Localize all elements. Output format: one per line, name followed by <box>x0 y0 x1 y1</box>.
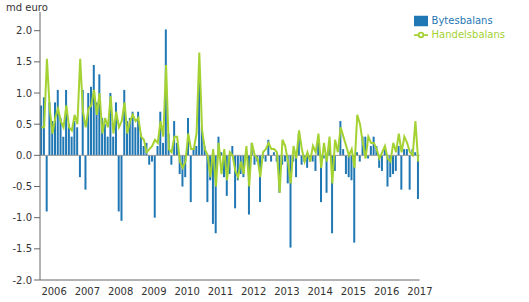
svg-text:2008: 2008 <box>108 286 133 297</box>
svg-text:2016: 2016 <box>374 286 399 297</box>
svg-text:0.5: 0.5 <box>16 119 32 130</box>
svg-text:2017: 2017 <box>407 286 432 297</box>
svg-text:2007: 2007 <box>75 286 100 297</box>
svg-text:2.0: 2.0 <box>16 25 32 36</box>
svg-text:2010: 2010 <box>174 286 199 297</box>
svg-text:2014: 2014 <box>307 286 332 297</box>
svg-text:2006: 2006 <box>41 286 66 297</box>
svg-text:-1.5: -1.5 <box>12 243 32 254</box>
html-text:Handelsbalans: Handelsbalans <box>431 29 505 40</box>
svg-text:-0.5: -0.5 <box>12 181 32 192</box>
svg-text:-2.0: -2.0 <box>12 275 32 286</box>
svg-text:2009: 2009 <box>141 286 166 297</box>
svg-text:1.5: 1.5 <box>16 56 32 67</box>
svg-text:-1.0: -1.0 <box>12 212 32 223</box>
svg-text:2015: 2015 <box>341 286 366 297</box>
svg-text:1.0: 1.0 <box>16 88 32 99</box>
svg-text:2013: 2013 <box>274 286 299 297</box>
html-text:md euro: md euro <box>6 2 48 13</box>
svg-text:2011: 2011 <box>208 286 233 297</box>
svg-text:2012: 2012 <box>241 286 266 297</box>
svg-text:0.0: 0.0 <box>16 150 32 161</box>
html-text:Bytesbalans: Bytesbalans <box>431 15 493 26</box>
